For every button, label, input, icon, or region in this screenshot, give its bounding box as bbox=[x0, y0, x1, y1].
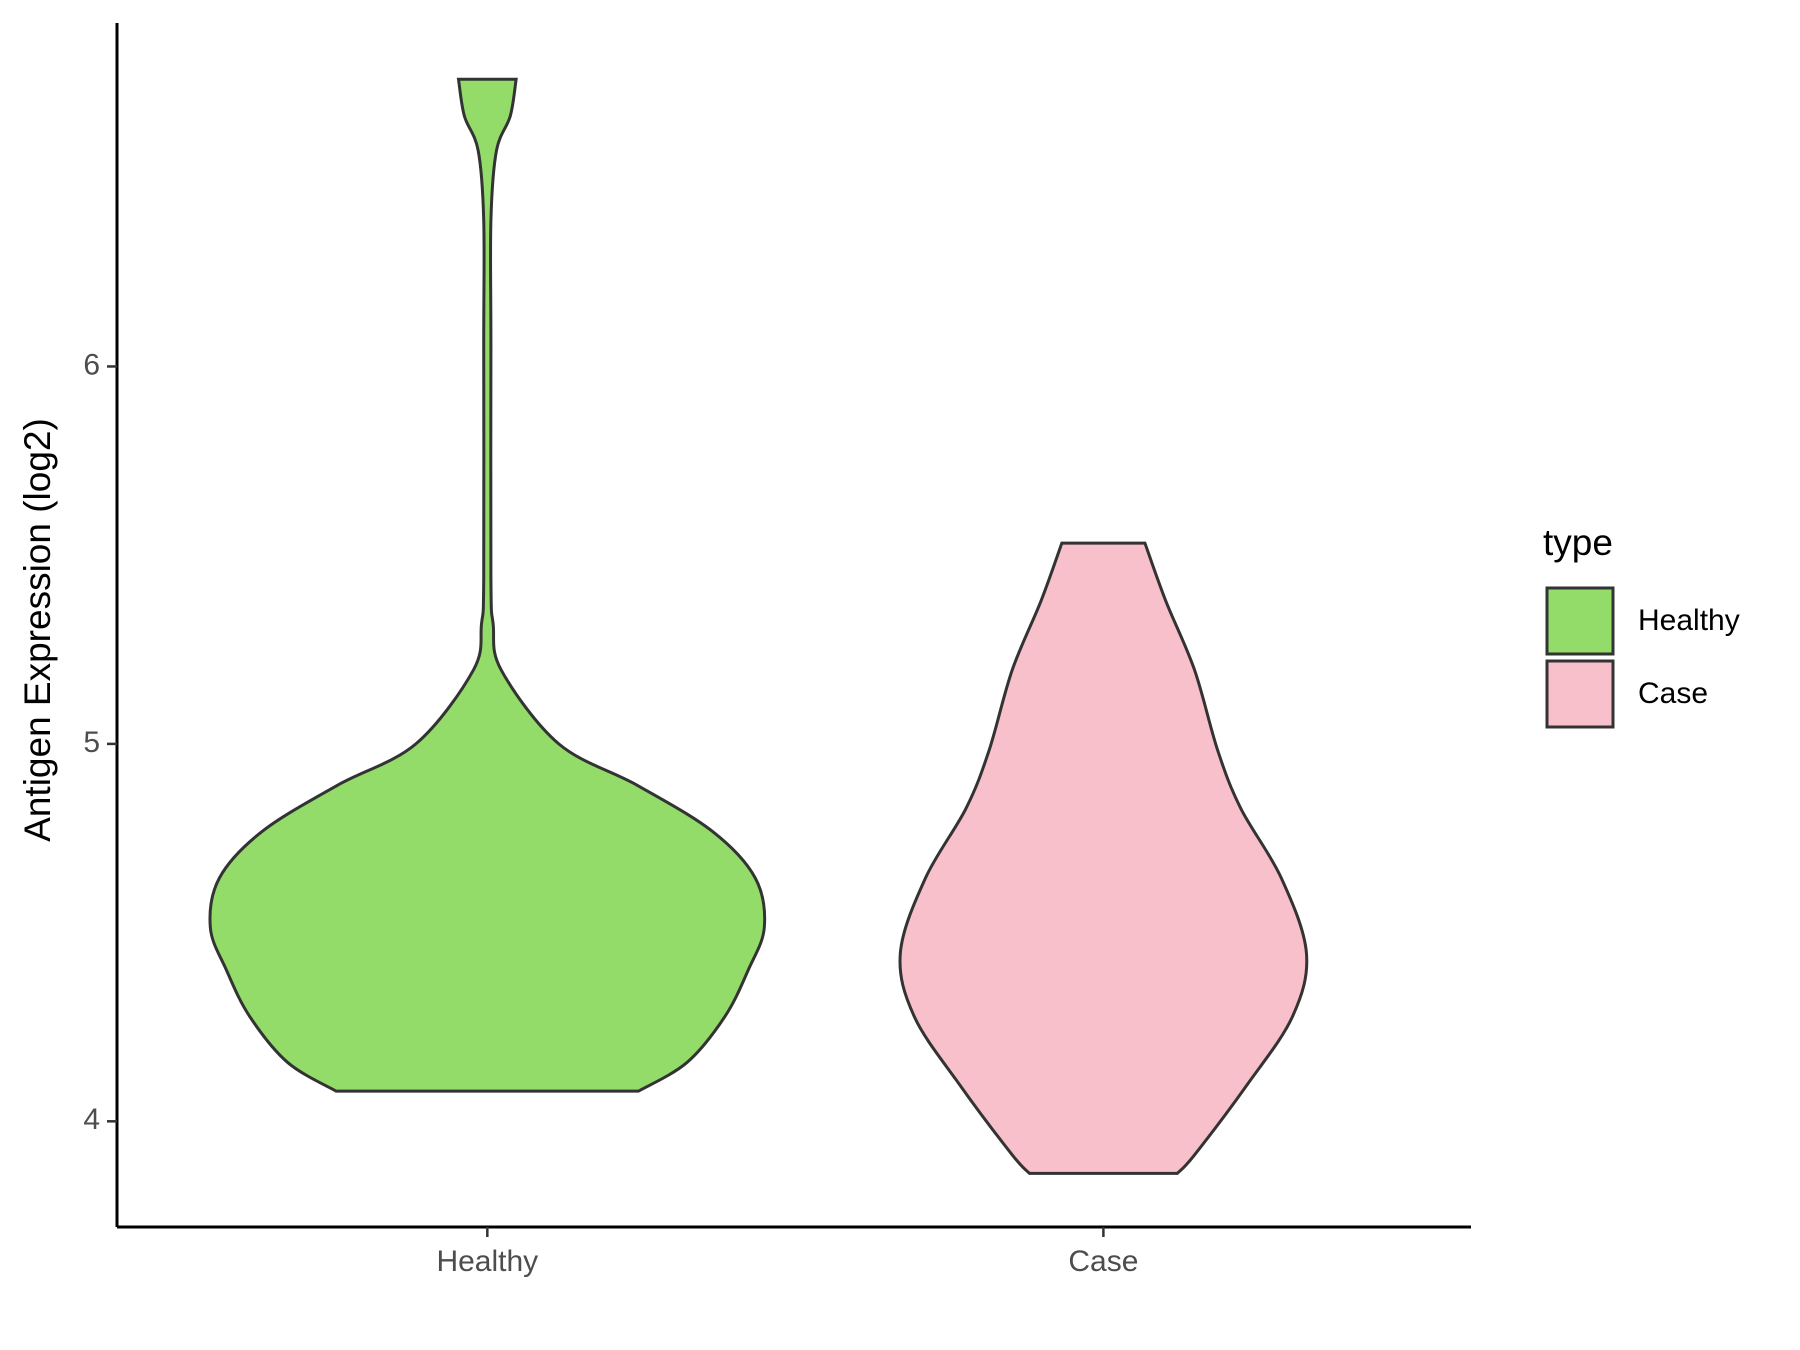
legend-key bbox=[1545, 659, 1615, 729]
x-tick-label: Healthy bbox=[436, 1245, 538, 1278]
legend-title: type bbox=[1543, 522, 1613, 563]
x-tick-label: Case bbox=[1068, 1245, 1138, 1278]
legend-label: Healthy bbox=[1638, 604, 1740, 637]
violin bbox=[208, 77, 767, 1093]
y-axis-title: Antigen Expression (log2) bbox=[17, 418, 58, 842]
legend-label: Case bbox=[1638, 677, 1708, 710]
violin bbox=[898, 541, 1309, 1175]
y-tick-label: 4 bbox=[83, 1103, 100, 1136]
y-tick-label: 5 bbox=[83, 726, 100, 759]
legend-key bbox=[1545, 586, 1615, 656]
y-tick-label: 6 bbox=[83, 348, 100, 381]
